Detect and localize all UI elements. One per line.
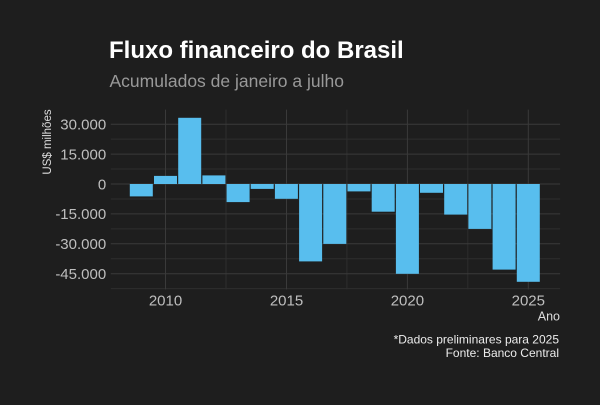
svg-text:-30.000: -30.000 bbox=[55, 236, 106, 253]
svg-text:-45.000: -45.000 bbox=[55, 266, 106, 283]
svg-text:30.000: 30.000 bbox=[60, 117, 106, 134]
svg-text:2020: 2020 bbox=[391, 292, 424, 309]
svg-text:US$ milhões: US$ milhões bbox=[42, 109, 54, 174]
svg-text:Ano: Ano bbox=[538, 310, 560, 324]
svg-text:Acumulados de janeiro a julho: Acumulados de janeiro a julho bbox=[110, 71, 344, 91]
svg-text:-15.000: -15.000 bbox=[55, 206, 106, 223]
svg-text:2010: 2010 bbox=[149, 292, 182, 309]
svg-text:2025: 2025 bbox=[512, 292, 545, 309]
svg-text:15.000: 15.000 bbox=[60, 146, 106, 163]
svg-text:*Dados preliminares para 2025: *Dados preliminares para 2025 bbox=[394, 333, 560, 347]
svg-text:0: 0 bbox=[98, 176, 106, 193]
svg-text:2015: 2015 bbox=[270, 292, 303, 309]
svg-text:Fonte: Banco Central: Fonte: Banco Central bbox=[446, 346, 559, 360]
svg-text:Fluxo financeiro do Brasil: Fluxo financeiro do Brasil bbox=[109, 37, 404, 64]
